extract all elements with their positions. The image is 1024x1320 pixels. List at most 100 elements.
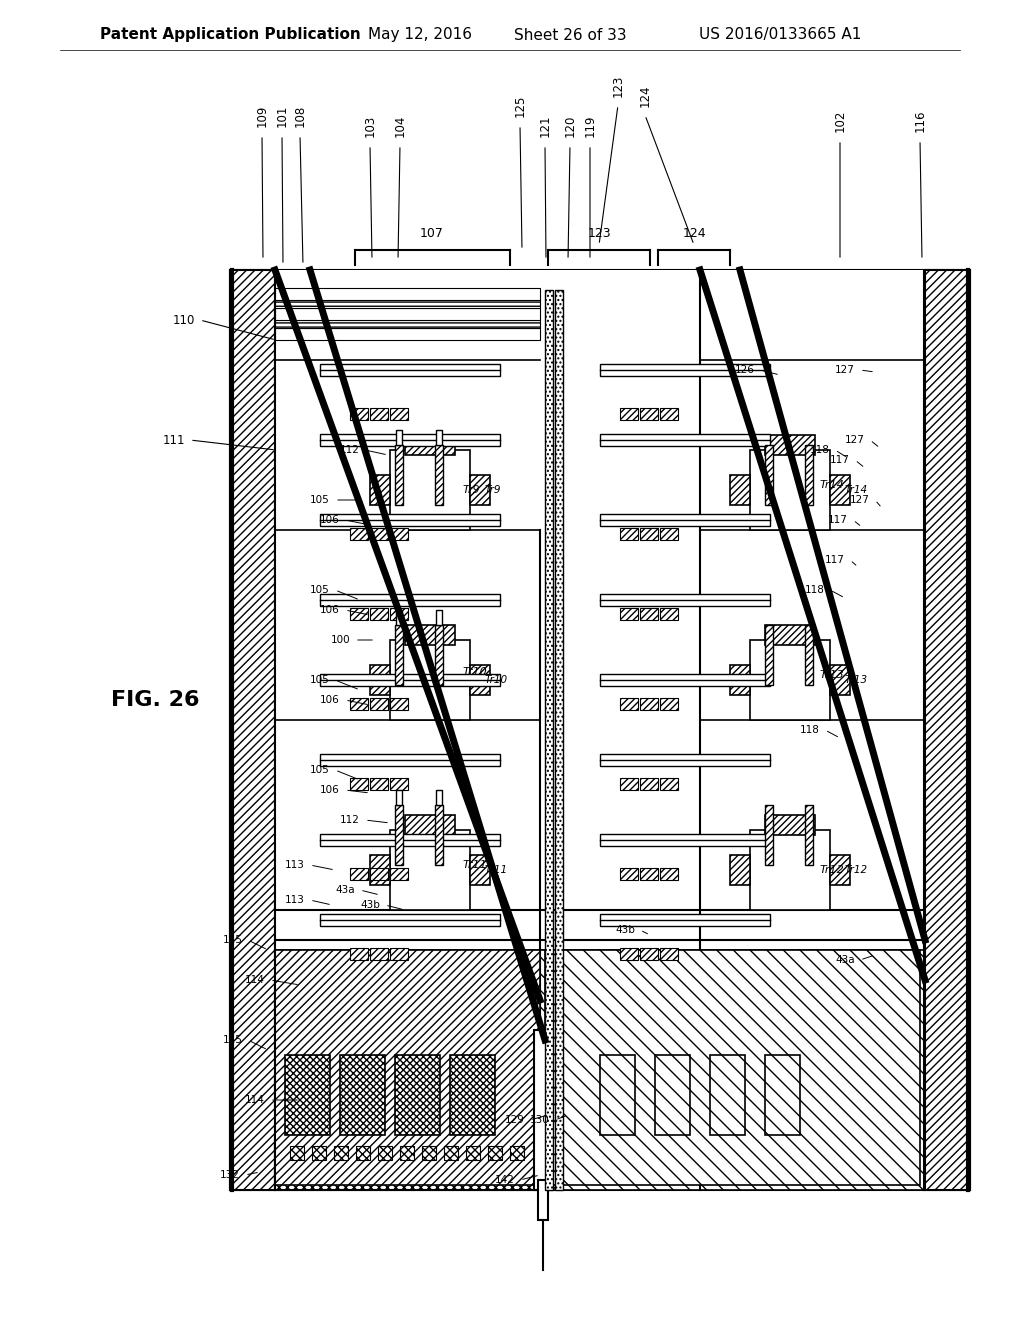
- Text: 107: 107: [420, 227, 444, 240]
- Bar: [640, 609, 658, 620]
- Text: 129: 129: [505, 1115, 525, 1125]
- Text: 127: 127: [836, 366, 855, 375]
- Text: 126: 126: [735, 366, 755, 375]
- Text: 123: 123: [611, 75, 625, 96]
- Bar: [370, 528, 388, 540]
- Bar: [555, 290, 563, 1191]
- Bar: [275, 271, 540, 1191]
- Bar: [436, 430, 442, 445]
- Bar: [350, 698, 368, 710]
- Bar: [600, 834, 770, 846]
- Text: 108: 108: [294, 104, 306, 127]
- Text: 115: 115: [223, 935, 243, 945]
- Text: Tr10: Tr10: [463, 667, 487, 677]
- Bar: [350, 869, 368, 880]
- Bar: [805, 805, 813, 865]
- Bar: [730, 855, 750, 884]
- Bar: [750, 450, 830, 531]
- Text: 130: 130: [530, 1115, 550, 1125]
- Bar: [435, 445, 443, 506]
- Bar: [830, 475, 850, 506]
- Bar: [765, 1055, 800, 1135]
- Bar: [319, 754, 500, 766]
- Bar: [275, 300, 540, 308]
- Bar: [640, 869, 658, 880]
- Text: 124: 124: [639, 84, 651, 107]
- Bar: [640, 948, 658, 960]
- Text: Sheet 26 of 33: Sheet 26 of 33: [514, 28, 627, 42]
- Bar: [730, 475, 750, 506]
- Text: 100: 100: [331, 635, 350, 645]
- Bar: [765, 624, 773, 685]
- Text: 103: 103: [364, 115, 377, 137]
- Text: 102: 102: [834, 110, 847, 132]
- Bar: [370, 408, 388, 420]
- Bar: [600, 513, 770, 525]
- Text: Tr14: Tr14: [820, 480, 845, 490]
- Text: Tr13: Tr13: [845, 675, 868, 685]
- Bar: [730, 665, 750, 696]
- Bar: [750, 640, 830, 719]
- Bar: [370, 855, 390, 884]
- Bar: [640, 528, 658, 540]
- Bar: [470, 475, 490, 506]
- Text: 43b: 43b: [360, 900, 380, 909]
- Bar: [620, 948, 638, 960]
- Text: Patent Application Publication: Patent Application Publication: [100, 28, 360, 42]
- Bar: [436, 789, 442, 805]
- Bar: [600, 364, 770, 376]
- Bar: [319, 434, 500, 446]
- Bar: [640, 698, 658, 710]
- Bar: [466, 1146, 480, 1160]
- Bar: [660, 609, 678, 620]
- Bar: [350, 408, 368, 420]
- Bar: [765, 814, 815, 836]
- Bar: [620, 698, 638, 710]
- Bar: [765, 436, 815, 455]
- Bar: [422, 1146, 436, 1160]
- Bar: [390, 450, 470, 531]
- Bar: [319, 364, 500, 376]
- Text: 118: 118: [810, 445, 830, 455]
- Text: 112: 112: [340, 814, 360, 825]
- Bar: [350, 609, 368, 620]
- Bar: [396, 430, 402, 445]
- Text: 116: 116: [913, 110, 927, 132]
- Bar: [830, 855, 850, 884]
- Bar: [275, 288, 540, 300]
- Text: 106: 106: [321, 785, 340, 795]
- Text: 120: 120: [563, 115, 577, 137]
- Bar: [620, 528, 638, 540]
- Bar: [230, 271, 275, 1191]
- Text: 110: 110: [173, 314, 195, 326]
- Bar: [400, 1146, 414, 1160]
- Text: Tr14: Tr14: [845, 484, 868, 495]
- Bar: [805, 445, 813, 506]
- Text: 117: 117: [830, 455, 850, 465]
- Text: 113: 113: [285, 895, 305, 906]
- Bar: [285, 1055, 330, 1135]
- Text: Tr9: Tr9: [485, 484, 502, 495]
- Text: 106: 106: [321, 605, 340, 615]
- Bar: [925, 271, 970, 1191]
- Bar: [660, 408, 678, 420]
- Bar: [545, 950, 920, 1185]
- Text: Tr9: Tr9: [463, 484, 480, 495]
- Text: 105: 105: [310, 766, 330, 775]
- Text: 111: 111: [163, 433, 185, 446]
- Bar: [406, 436, 455, 455]
- Bar: [370, 869, 388, 880]
- Bar: [275, 308, 540, 319]
- Bar: [319, 513, 500, 525]
- Bar: [660, 869, 678, 880]
- Text: 121: 121: [539, 115, 552, 137]
- Bar: [545, 290, 553, 1191]
- Bar: [275, 319, 540, 327]
- Bar: [765, 624, 815, 645]
- Text: Tr11: Tr11: [463, 861, 487, 870]
- Text: 105: 105: [310, 495, 330, 506]
- Bar: [660, 698, 678, 710]
- Bar: [390, 948, 408, 960]
- Text: Tr12: Tr12: [820, 865, 845, 875]
- Bar: [350, 948, 368, 960]
